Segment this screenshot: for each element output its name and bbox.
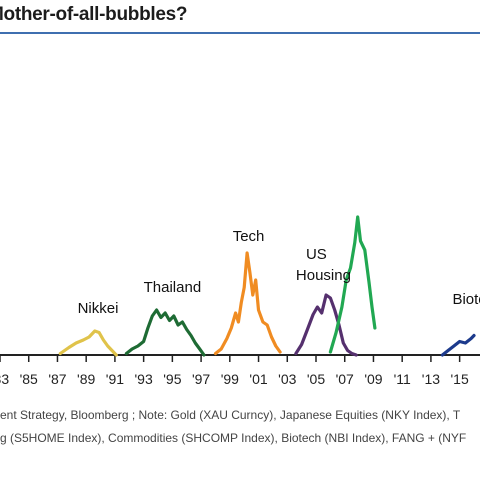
series-line-thailand (124, 308, 206, 357)
x-tick-label: '91 (106, 371, 124, 387)
x-tick-label: '13 (422, 371, 440, 387)
x-tick-label: '95 (163, 371, 181, 387)
x-tick-label: '11 (394, 371, 411, 387)
x-tick-label: '01 (249, 371, 267, 387)
x-tick-label: '15 (451, 371, 469, 387)
series-line-nikkei (58, 329, 118, 357)
x-axis-ticks: '83 '85 '87 '89 '91 '93 '95 '97 '99 '01 '03 '05 '07 '… (0, 355, 469, 387)
title-rule (0, 32, 480, 34)
x-tick-label: '93 (135, 371, 153, 387)
x-tick-label: '09 (364, 371, 382, 387)
bubble-label-tech: Tech (233, 228, 265, 245)
x-tick-label: '89 (77, 371, 95, 387)
x-tick-label: '99 (221, 371, 239, 387)
series-layer (58, 215, 476, 357)
x-tick-label: '97 (192, 371, 210, 387)
bubble-label-thailand: Thailand (144, 279, 202, 296)
bubble-label-housing: Housing (296, 267, 351, 284)
source-note: ent Strategy, Bloomberg ; Note: Gold (XA… (0, 404, 480, 450)
bubble-label-biote: Biote (452, 291, 480, 308)
chart-title: Mother-of-all-bubbles? (0, 4, 188, 25)
x-tick-label: '03 (278, 371, 296, 387)
bubble-label-nikkei: Nikkei (78, 300, 119, 317)
x-tick-label: '05 (307, 371, 325, 387)
x-tick-label: '85 (20, 371, 38, 387)
bubble-label-us: US (306, 246, 327, 263)
x-tick-label: '87 (48, 371, 66, 387)
series-line-biotech (440, 333, 476, 357)
series-line-tech (213, 251, 282, 356)
bubble-labels: Nikkei Thailand Tech US Housing Biote (78, 228, 480, 317)
source-note-line-2: g (S5HOME Index), Commodities (SHCOMP In… (0, 431, 467, 445)
series-line-gold (328, 215, 377, 354)
x-tick-label: '07 (336, 371, 354, 387)
series-line-us-housing (294, 293, 358, 357)
x-tick-label: '83 (0, 371, 9, 387)
source-note-line-1: ent Strategy, Bloomberg ; Note: Gold (XA… (0, 408, 461, 422)
